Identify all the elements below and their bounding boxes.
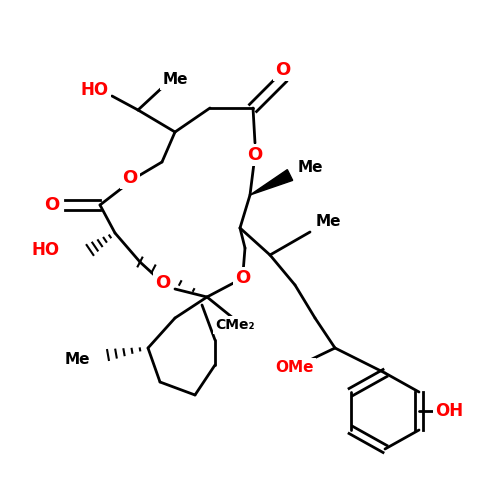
Text: O: O [156, 274, 170, 292]
Text: CMe₂: CMe₂ [215, 318, 255, 332]
Polygon shape [250, 170, 292, 195]
Text: Me: Me [162, 72, 188, 88]
Text: O: O [44, 196, 60, 214]
Text: Me: Me [297, 160, 323, 176]
Text: O: O [236, 269, 250, 287]
Text: OMe: OMe [276, 360, 314, 376]
Text: Me: Me [316, 214, 341, 230]
Text: HO: HO [32, 241, 60, 259]
Text: OH: OH [435, 402, 463, 420]
Text: HO: HO [81, 81, 109, 99]
Text: O: O [122, 169, 138, 187]
Text: O: O [248, 146, 262, 164]
Text: O: O [276, 61, 290, 79]
Text: Me: Me [64, 352, 90, 368]
